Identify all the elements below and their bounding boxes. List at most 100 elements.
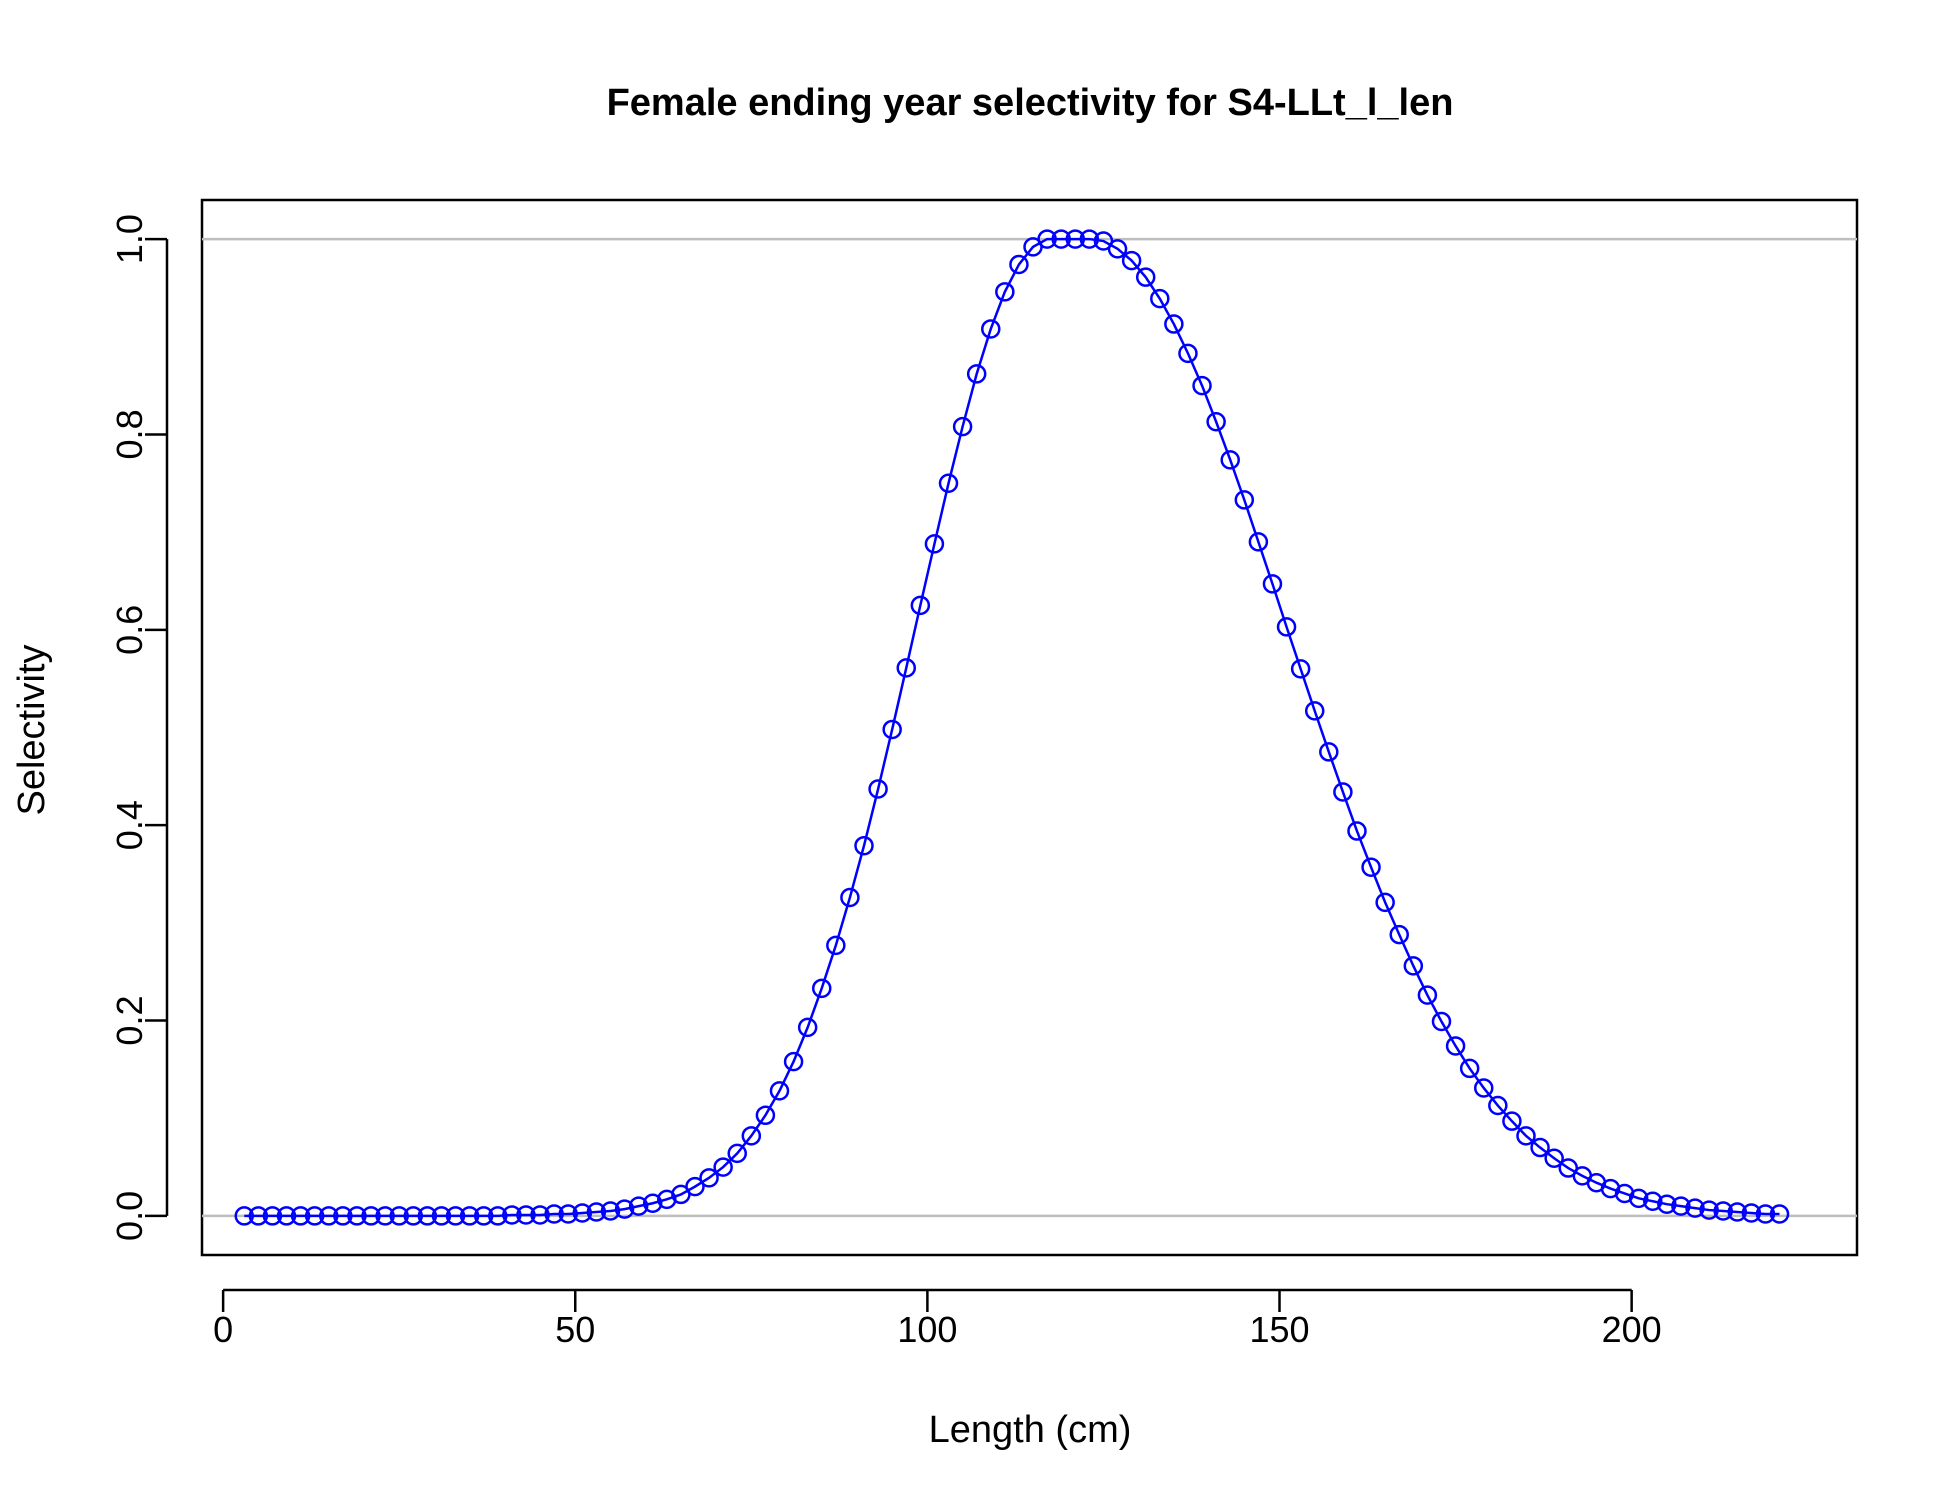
data-point: [1304, 701, 1325, 721]
data-point: [502, 1205, 522, 1225]
data-point: [375, 1206, 395, 1226]
data-point: [1234, 490, 1255, 510]
y-tick-label-5: 1.0: [109, 214, 150, 264]
data-point: [1685, 1198, 1705, 1218]
data-point: [1206, 411, 1226, 432]
data-point: [1107, 239, 1128, 259]
data-point: [755, 1105, 776, 1126]
data-point: [1150, 288, 1170, 309]
data-point: [1333, 782, 1353, 802]
data-point: [699, 1168, 719, 1188]
x-tick-label-2: 100: [897, 1309, 957, 1350]
data-point: [713, 1157, 733, 1177]
data-point: [896, 658, 917, 678]
series-layer: [234, 229, 1790, 1226]
data-point: [882, 719, 902, 740]
data-point: [1079, 229, 1100, 249]
data-point: [1628, 1188, 1649, 1209]
x-axis-label: Length (cm): [929, 1409, 1132, 1451]
data-point: [1755, 1204, 1776, 1224]
data-point: [1290, 659, 1311, 679]
data-point: [1417, 985, 1438, 1005]
y-axis-label: Selectivity: [11, 644, 53, 815]
data-point: [1347, 821, 1367, 841]
data-point: [572, 1203, 593, 1223]
data-point: [1065, 229, 1086, 249]
x-tick-label-1: 50: [555, 1309, 595, 1350]
data-point: [1544, 1148, 1564, 1169]
data-point: [995, 282, 1015, 302]
data-point: [727, 1143, 747, 1164]
y-tick-label-4: 0.8: [109, 409, 150, 459]
data-point: [248, 1206, 269, 1226]
x-tick-label-3: 150: [1249, 1309, 1309, 1350]
data-point: [389, 1206, 409, 1226]
data-point: [1248, 532, 1269, 552]
data-point: [417, 1206, 438, 1226]
data-point: [854, 835, 874, 856]
data-point: [952, 416, 973, 437]
data-point: [488, 1206, 508, 1226]
data-point: [1178, 343, 1198, 364]
data-point: [1135, 267, 1156, 287]
data-point: [938, 473, 959, 494]
data-point: [558, 1204, 578, 1224]
data-point: [530, 1205, 550, 1225]
data-point: [1643, 1191, 1663, 1212]
data-point: [811, 978, 832, 999]
data-point: [741, 1126, 762, 1146]
data-point: [1459, 1058, 1480, 1079]
data-point: [319, 1206, 339, 1226]
data-point: [1713, 1201, 1733, 1221]
data-point: [403, 1206, 424, 1226]
data-point: [1051, 229, 1071, 249]
data-point: [1009, 254, 1029, 275]
data-point: [586, 1202, 607, 1222]
data-point: [1741, 1203, 1762, 1223]
data-point: [1403, 956, 1424, 976]
data-point: [1361, 857, 1381, 877]
data-point: [1502, 1111, 1522, 1131]
data-point: [769, 1081, 790, 1101]
data-point: [445, 1206, 466, 1226]
data-point: [1488, 1095, 1508, 1116]
data-point: [910, 595, 931, 616]
data-point: [1220, 450, 1240, 470]
data-point: [685, 1176, 705, 1197]
data-point: [1727, 1202, 1748, 1222]
y-axis: 0.0 0.2 0.4 0.6 0.8 1.0: [109, 214, 169, 1241]
plot-frame: [200, 198, 1859, 1257]
data-point: [826, 935, 846, 956]
data-point: [459, 1206, 480, 1226]
data-point: [1276, 617, 1297, 637]
data-point: [1319, 742, 1339, 762]
data-point: [1671, 1196, 1691, 1216]
x-axis: 0 50 100 150 200: [213, 1288, 1662, 1350]
data-point: [840, 887, 860, 908]
data-point: [1375, 892, 1395, 913]
chart-title: Female ending year selectivity for S4-LL…: [607, 82, 1454, 124]
data-point: [1699, 1200, 1719, 1220]
data-point: [642, 1193, 663, 1213]
data-point: [276, 1206, 297, 1226]
data-point: [1389, 924, 1409, 945]
y-tick-label-0: 0.0: [109, 1191, 150, 1241]
data-point: [981, 319, 1001, 339]
reference-lines: [202, 237, 1857, 1218]
data-point: [516, 1205, 536, 1225]
data-point: [431, 1206, 452, 1226]
data-point: [361, 1206, 381, 1226]
x-tick-label-4: 200: [1602, 1309, 1662, 1350]
data-point: [1192, 375, 1212, 396]
data-point: [966, 364, 987, 384]
data-point: [333, 1206, 353, 1226]
data-point: [234, 1206, 255, 1226]
data-point: [783, 1051, 804, 1072]
data-point: [797, 1017, 818, 1038]
data-point: [868, 779, 888, 799]
data-point: [347, 1206, 367, 1226]
data-point: [1516, 1126, 1536, 1146]
data-point: [628, 1196, 649, 1216]
